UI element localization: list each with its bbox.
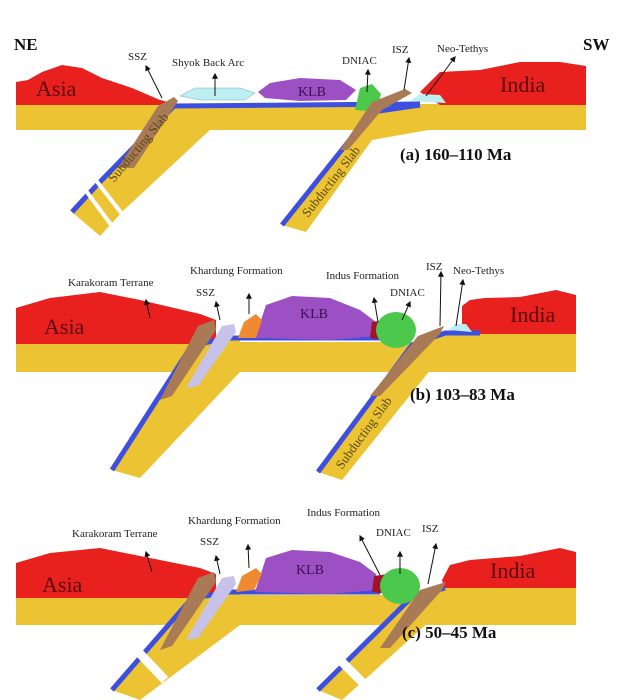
klb-label: KLB <box>296 563 324 578</box>
neo-tethys-label: Neo-Tethys <box>453 265 504 277</box>
india-continent <box>462 290 576 334</box>
india-continent <box>442 548 576 597</box>
klb-body <box>255 296 378 340</box>
neo-tethys-arrow <box>455 278 466 327</box>
ssz-suture <box>160 320 216 400</box>
indus-label: Indus Formation <box>307 507 381 519</box>
khardung-arrow <box>245 543 252 569</box>
khardung-formation <box>238 314 262 338</box>
karakoram-label: Karakoram Terrane <box>72 528 158 540</box>
klb-label: KLB <box>298 85 326 100</box>
slab-label-2: Subducting Slab <box>332 394 394 472</box>
indus-arrow <box>359 534 381 576</box>
ssz-label: SSZ <box>196 287 215 299</box>
dniac-label: DNIAC <box>390 287 425 299</box>
klb-body <box>258 78 356 101</box>
ssz-light-unit <box>186 324 236 388</box>
panel-c-caption: (c) 50–45 Ma <box>402 623 497 642</box>
isz-suture <box>340 89 412 150</box>
ssz-label: SSZ <box>200 536 219 548</box>
india-label: India <box>500 72 545 97</box>
subducting-slab-1 <box>112 338 240 478</box>
isz-arrow <box>427 542 439 585</box>
subducting-slab-2 <box>282 104 440 232</box>
neo-tethys-arrow <box>425 56 456 97</box>
isz-label: ISZ <box>422 523 439 535</box>
asia-label: Asia <box>44 314 85 339</box>
asia-continent <box>16 292 216 344</box>
panel-b: Asia India KLB Karakoram Terrane Khardun… <box>16 261 576 480</box>
khardung-label: Khardung Formation <box>188 515 281 527</box>
asia-continent <box>16 65 180 105</box>
ssz-arrow <box>214 300 221 321</box>
neo-tethys-ocean <box>410 94 446 103</box>
karakoram-arrow <box>144 298 151 319</box>
khardung-label: Khardung Formation <box>190 265 283 277</box>
lithosphere-layer <box>16 104 586 130</box>
panel-b-caption: (b) 103–83 Ma <box>410 385 515 404</box>
dniac-arc <box>376 312 416 348</box>
direction-ne-label: NE <box>14 35 38 54</box>
dniac-arrow <box>364 68 371 93</box>
slab-break-1 <box>70 168 124 236</box>
isz-arrow <box>437 270 444 327</box>
isz-arrow <box>403 56 412 91</box>
asia-label: Asia <box>36 76 77 101</box>
slab-break-2 <box>326 646 370 690</box>
isz-suture <box>370 326 444 396</box>
indus-label: Indus Formation <box>326 270 400 282</box>
india-continent <box>420 62 586 105</box>
ssz-label: SSZ <box>128 51 147 63</box>
shyok-label: Shyok Back Arc <box>172 57 244 69</box>
neo-tethys-label: Neo-Tethys <box>437 43 488 55</box>
dniac-label: DNIAC <box>342 55 377 67</box>
isz-suture <box>380 582 446 648</box>
dniac-arrow <box>401 300 411 321</box>
shyok-back-arc-basin <box>179 87 256 101</box>
karakoram-label: Karakoram Terrane <box>68 277 154 289</box>
ssz-light-unit <box>186 576 236 640</box>
ssz-arrow <box>145 64 163 99</box>
slab-break-1 <box>121 634 169 684</box>
isz-label: ISZ <box>392 44 409 56</box>
direction-sw-label: SW <box>583 35 609 54</box>
indus-arrow <box>371 296 379 323</box>
ssz-suture <box>118 97 178 168</box>
india-label: India <box>510 302 555 327</box>
panel-c: Asia India KLB Karakoram Terrane Khardun… <box>16 507 576 700</box>
subducting-slab-1 <box>96 104 212 210</box>
dniac-label: DNIAC <box>376 527 411 539</box>
ssz-arrow <box>214 554 221 575</box>
india-label: India <box>490 558 535 583</box>
panel-a-caption: (a) 160–110 Ma <box>400 145 512 164</box>
dniac-arc <box>380 568 420 604</box>
slab-label-2: Subducting Slab <box>299 143 364 220</box>
panel-a: NE SW Asia India KLB SSZ Shyok Back Arc … <box>14 35 609 236</box>
khardung-formation <box>236 568 262 592</box>
subducting-slab-2 <box>318 588 576 700</box>
klb-label: KLB <box>300 307 328 322</box>
asia-continent <box>16 548 216 598</box>
isz-label: ISZ <box>426 261 443 273</box>
karakoram-arrow <box>144 550 153 573</box>
subducting-slab-2 <box>318 334 576 480</box>
klb-body <box>255 550 378 594</box>
ssz-suture <box>160 572 216 650</box>
asia-label: Asia <box>42 572 83 597</box>
neo-tethys-ocean <box>448 324 472 332</box>
